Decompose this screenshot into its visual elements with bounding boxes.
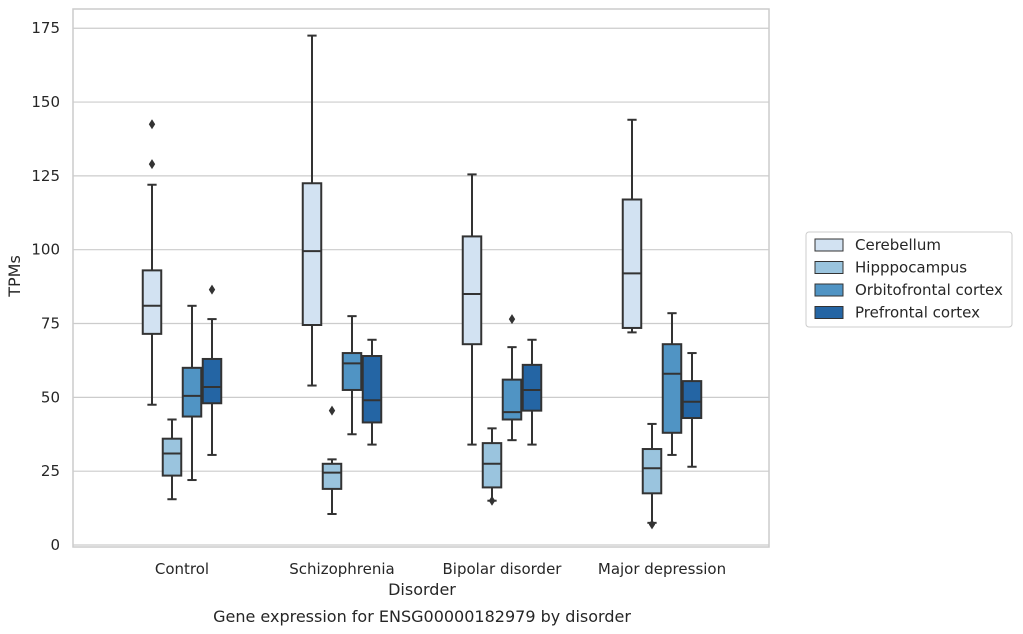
legend-label: Hipppocampus xyxy=(855,259,967,277)
outlier-point xyxy=(508,314,516,325)
legend-swatch xyxy=(814,238,844,252)
box-group xyxy=(501,314,523,442)
y-axis-label: TPMs xyxy=(5,255,24,298)
box-group xyxy=(621,118,643,334)
box-group xyxy=(521,338,543,446)
legend-label: Orbitofrontal cortex xyxy=(855,281,1003,299)
box xyxy=(641,448,663,495)
y-tick-label: 25 xyxy=(41,462,60,480)
y-tick-label: 0 xyxy=(50,536,60,554)
y-tick-label: 75 xyxy=(41,315,60,333)
box-group xyxy=(181,304,203,482)
x-tick-label: Bipolar disorder xyxy=(443,560,563,578)
outlier-point xyxy=(148,159,156,170)
outlier-point xyxy=(208,284,216,295)
legend-frame xyxy=(805,231,1013,328)
y-tick-label: 100 xyxy=(31,241,60,259)
box-group xyxy=(201,284,223,456)
outlier-point xyxy=(648,519,656,530)
x-tick-label: Control xyxy=(155,560,209,578)
box-group xyxy=(641,422,663,530)
box-group xyxy=(341,315,363,436)
box xyxy=(301,182,323,327)
y-tick-labels: 0 25 50 75 100 125 150 175 xyxy=(31,19,60,554)
chart-title: Gene expression for ENSG00000182979 by d… xyxy=(213,607,631,626)
box xyxy=(201,357,223,405)
box xyxy=(361,355,383,424)
box-group xyxy=(461,173,483,446)
legend-swatch xyxy=(814,306,844,319)
box xyxy=(461,235,483,346)
x-tick-labels: Control Schizophrenia Bipolar disorder Majo… xyxy=(155,560,726,578)
legend-label: Prefrontal cortex xyxy=(855,304,980,322)
y-tick-label: 175 xyxy=(31,19,60,37)
box-group xyxy=(481,427,503,506)
y-tick-label: 150 xyxy=(31,93,60,111)
y-tick-label: 50 xyxy=(41,388,60,406)
outlier-point xyxy=(328,405,336,416)
box-group xyxy=(161,418,183,501)
box xyxy=(161,437,183,477)
outlier-point xyxy=(488,495,496,506)
x-axis-label: Disorder xyxy=(388,580,456,599)
legend-swatch xyxy=(814,283,844,297)
box-groups xyxy=(141,34,703,530)
legend-swatch xyxy=(814,261,844,274)
box xyxy=(521,363,543,412)
box xyxy=(321,462,343,490)
box-group xyxy=(321,405,343,515)
legend-label: Cerebellum xyxy=(855,236,941,254)
x-tick-label: Major depression xyxy=(598,560,726,578)
box xyxy=(141,269,163,335)
plot-frame xyxy=(72,8,770,548)
outlier-point xyxy=(148,119,156,130)
box xyxy=(181,366,203,418)
box-group xyxy=(361,338,383,446)
legend: Cerebellum Hipppocampus Orbitofrontal cort… xyxy=(805,231,1013,328)
box xyxy=(661,343,683,434)
box-group xyxy=(141,119,163,406)
box-group xyxy=(661,312,683,456)
box xyxy=(621,198,643,329)
y-tick-label: 125 xyxy=(31,167,60,185)
box-group xyxy=(681,352,703,468)
box xyxy=(481,442,503,489)
box xyxy=(501,378,523,421)
box xyxy=(681,380,703,420)
x-tick-label: Schizophrenia xyxy=(289,560,394,578)
box xyxy=(341,352,363,391)
box-group xyxy=(301,34,323,387)
